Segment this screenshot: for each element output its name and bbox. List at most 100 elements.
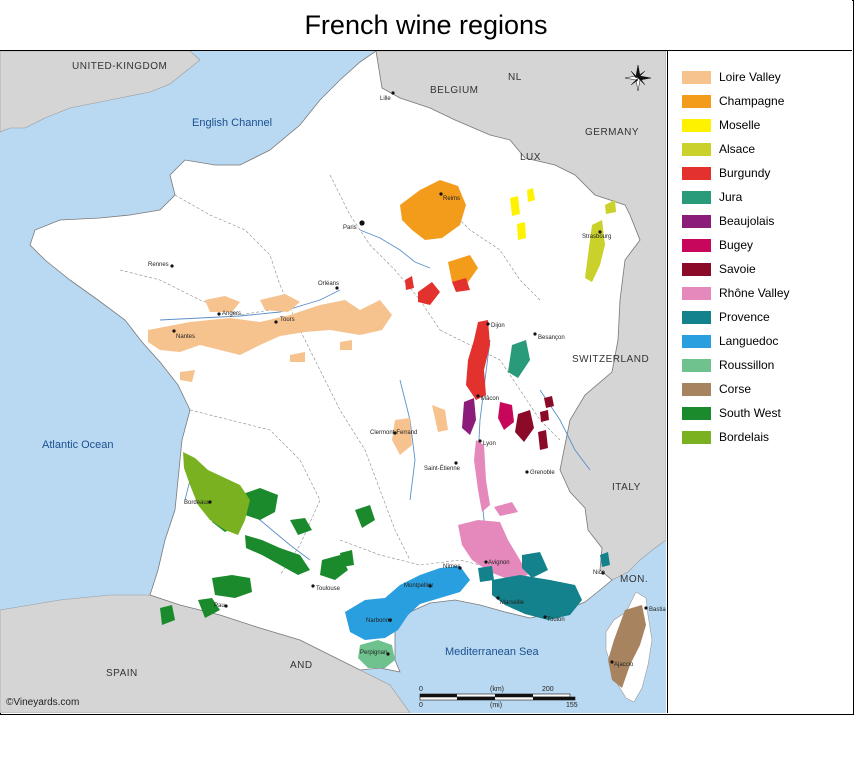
label-monaco: MON.: [620, 574, 648, 585]
city-paris: Paris: [343, 225, 357, 231]
region-alsace: [585, 200, 616, 282]
city-marseille: Marseille: [500, 600, 525, 606]
internal-borders: [119, 174, 561, 576]
label-italy: ITALY: [612, 482, 641, 493]
city-dot: [601, 571, 605, 575]
legend-swatch: [682, 430, 711, 444]
legend-item-languedoc: Languedoc: [682, 333, 778, 349]
city-ajaccio: Ajaccio: [614, 662, 634, 668]
label-atlantic-ocean: Atlantic Ocean: [42, 439, 114, 451]
legend-label: Moselle: [719, 118, 761, 132]
city-lille: Lille: [380, 96, 391, 102]
city-nimes: Nîmes: [443, 564, 460, 570]
city-dot: [525, 470, 529, 474]
legend-item-loire-valley: Loire Valley: [682, 69, 781, 85]
legend-label: Champagne: [719, 94, 785, 108]
city-perpignan: Perpignan: [360, 650, 387, 656]
city-dot: [476, 394, 480, 398]
legend-label: Corse: [719, 382, 752, 396]
region-south-west: [160, 488, 375, 625]
label-mediterranean-sea: Mediterranean Sea: [445, 646, 539, 658]
legend-item-moselle: Moselle: [682, 117, 760, 133]
scale-mi-label: (mi): [490, 702, 502, 709]
city-dot: [478, 439, 482, 443]
region-jura: [508, 340, 530, 378]
region-savoie: [515, 396, 554, 450]
city-dot: [359, 220, 365, 226]
map-svg: UNITED-KINGDOM BELGIUM NL LUX GERMANY SW…: [0, 51, 666, 713]
legend: Loire Valley Champagne Moselle Alsace Bu…: [667, 51, 853, 713]
legend-item-savoie: Savoie: [682, 261, 756, 277]
city-dot: [543, 615, 547, 619]
city-dot: [386, 652, 390, 656]
legend-item-roussillon: Roussillon: [682, 357, 774, 373]
region-bugey: [498, 402, 514, 430]
city-grenoble: Grenoble: [530, 470, 555, 476]
city-dot: [439, 192, 443, 196]
legend-swatch: [682, 310, 711, 324]
copyright-text: ©Vineyards.com: [6, 697, 80, 708]
map-title: French wine regions: [0, 0, 852, 51]
city-avignon: Avignon: [488, 560, 510, 566]
city-dot: [311, 584, 315, 588]
legend-label: Alsace: [719, 142, 756, 156]
scale-km-seg: [495, 694, 533, 697]
legend-item-bordelais: Bordelais: [682, 429, 769, 445]
region-moselle: [510, 188, 535, 240]
city-dot: [224, 604, 228, 608]
city-dot: [208, 500, 212, 504]
city-toulon: Toulon: [547, 617, 565, 623]
city-bordeaux: Bordeaux: [184, 500, 210, 506]
legend-item-alsace: Alsace: [682, 141, 755, 157]
legend-swatch: [682, 358, 711, 372]
city-clermont: Clermont-Ferrand: [370, 430, 417, 436]
legend-item-corse: Corse: [682, 381, 751, 397]
legend-swatch: [682, 214, 711, 228]
legend-swatch: [682, 142, 711, 156]
legend-item-rhone-valley: Rhône Valley: [682, 285, 790, 301]
legend-label: Languedoc: [719, 334, 779, 348]
scale-mi-zero: 0: [419, 702, 423, 709]
scale-km-zero: 0: [419, 686, 423, 693]
legend-label: Loire Valley: [719, 70, 781, 84]
legend-swatch: [682, 190, 711, 204]
label-english-channel: English Channel: [192, 117, 272, 129]
city-dot: [484, 560, 488, 564]
region-burgundy: [405, 276, 490, 400]
region-loire-valley: [148, 294, 448, 455]
legend-swatch: [682, 382, 711, 396]
legend-item-beaujolais: Beaujolais: [682, 213, 774, 229]
city-nice: Nice: [593, 570, 606, 576]
legend-item-bugey: Bugey: [682, 237, 753, 253]
region-beaujolais: [462, 398, 476, 435]
legend-swatch: [682, 94, 711, 108]
scale-bar: 0 (km) 200 0 (mi) 155: [419, 686, 578, 709]
label-switzerland: SWITZERLAND: [572, 354, 649, 365]
city-dot: [598, 230, 602, 234]
legend-swatch: [682, 238, 711, 252]
legend-swatch: [682, 166, 711, 180]
legend-label: Jura: [719, 190, 743, 204]
compass-rose-icon: [624, 64, 652, 92]
city-dot: [458, 566, 462, 570]
city-dot: [393, 431, 397, 435]
city-reims: Reims: [443, 196, 460, 202]
scale-km-label: (km): [490, 686, 504, 693]
region-provence: [478, 552, 610, 620]
scale-mi-max: 155: [566, 702, 578, 709]
label-lux: LUX: [520, 152, 541, 163]
legend-label: Savoie: [719, 262, 756, 276]
city-tours: Tours: [280, 317, 295, 323]
label-uk: UNITED-KINGDOM: [72, 61, 167, 72]
city-dot: [496, 596, 500, 600]
legend-swatch: [682, 334, 711, 348]
city-dot: [644, 606, 648, 610]
legend-item-south-west: South West: [682, 405, 781, 421]
city-dot: [610, 660, 614, 664]
legend-item-champagne: Champagne: [682, 93, 784, 109]
city-nantes: Nantes: [176, 334, 195, 340]
scale-mi-seg: [533, 697, 575, 700]
legend-swatch: [682, 118, 711, 132]
region-rhone-valley: [458, 440, 528, 580]
city-orleans: Orléans: [318, 281, 339, 287]
